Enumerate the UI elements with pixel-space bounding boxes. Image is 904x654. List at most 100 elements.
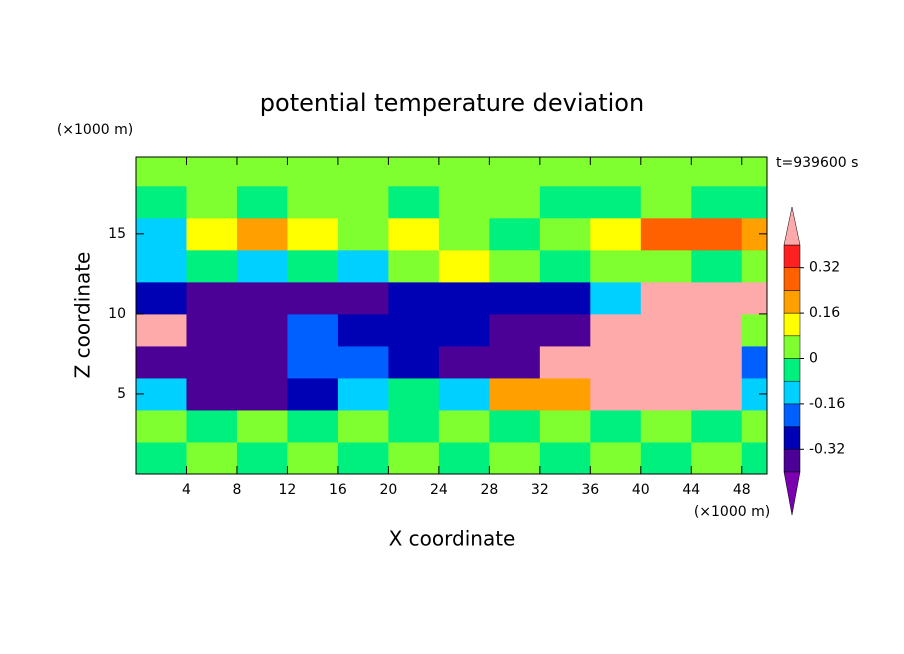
field-cell xyxy=(136,441,187,474)
field-cell xyxy=(186,249,238,283)
field-cell xyxy=(489,409,541,443)
colorbar-segment xyxy=(783,449,801,473)
field-cell xyxy=(489,441,541,474)
x-tick-label: 24 xyxy=(430,482,448,498)
x-tick-label: 12 xyxy=(279,482,297,498)
field-cell xyxy=(741,409,767,443)
colorbar-extend-high xyxy=(783,206,801,246)
field-cell xyxy=(590,441,642,474)
field-cell xyxy=(539,249,591,283)
field-cell xyxy=(640,313,692,347)
x-tick-label: 40 xyxy=(632,482,650,498)
field-cell xyxy=(489,313,541,347)
field-cell xyxy=(388,409,440,443)
field-cell xyxy=(489,377,541,411)
x-tick-label: 8 xyxy=(232,482,241,498)
field-cell xyxy=(438,281,490,315)
field-cell xyxy=(388,281,440,315)
field-cell xyxy=(640,281,692,315)
field-cell xyxy=(640,377,692,411)
field-cell xyxy=(590,249,642,283)
field-cell xyxy=(438,185,490,219)
x-tick-label: 4 xyxy=(182,482,191,498)
colorbar-tick-label: -0.32 xyxy=(809,441,845,457)
field-cell xyxy=(691,377,743,411)
x-axis-label: X coordinate xyxy=(389,527,516,551)
field-cell xyxy=(640,249,692,283)
field-cell xyxy=(236,281,288,315)
field-cell xyxy=(539,345,591,379)
field-cell xyxy=(136,217,187,251)
field-cell xyxy=(388,313,440,347)
colorbar-tick-label: 0 xyxy=(809,351,818,367)
field-cell xyxy=(590,281,642,315)
field-cell xyxy=(236,409,288,443)
field-cell xyxy=(691,249,743,283)
field-cell xyxy=(337,345,389,379)
field-cell xyxy=(691,313,743,347)
field-cell xyxy=(136,157,187,187)
field-cell xyxy=(539,281,591,315)
field-cell xyxy=(337,441,389,474)
field-cell xyxy=(136,377,187,411)
field-cell xyxy=(438,217,490,251)
field-cell xyxy=(287,281,339,315)
field-cell xyxy=(287,345,339,379)
x-tick-label: 36 xyxy=(581,482,599,498)
x-tick-label: 16 xyxy=(329,482,347,498)
y-tick-label: 10 xyxy=(108,306,126,322)
field-cell xyxy=(539,185,591,219)
field-cell xyxy=(489,157,541,187)
colorbar-tick-label: -0.16 xyxy=(809,396,845,412)
field-cell xyxy=(741,345,767,379)
field-cell xyxy=(236,313,288,347)
field-cell xyxy=(590,409,642,443)
y-axis-label: Z coordinate xyxy=(71,252,95,379)
x-unit: (×1000 m) xyxy=(694,504,770,520)
field-cell xyxy=(388,217,440,251)
field-cell xyxy=(590,185,642,219)
field-cell xyxy=(539,313,591,347)
field-cell xyxy=(287,185,339,219)
field-cell xyxy=(136,249,187,283)
field-cell xyxy=(186,217,238,251)
field-cell xyxy=(640,345,692,379)
field-cell xyxy=(539,409,591,443)
field-cell xyxy=(186,345,238,379)
field-cell xyxy=(741,441,767,474)
field-cell xyxy=(337,313,389,347)
field-cell xyxy=(640,217,692,251)
field-cell xyxy=(136,313,187,347)
field-cell xyxy=(236,441,288,474)
field-cell xyxy=(438,157,490,187)
field-cell xyxy=(539,377,591,411)
x-tick-label: 32 xyxy=(531,482,549,498)
field-cell xyxy=(691,217,743,251)
field-cell xyxy=(388,249,440,283)
field-cell xyxy=(438,409,490,443)
field-cell xyxy=(640,409,692,443)
field-cell xyxy=(388,377,440,411)
colorbar-segment xyxy=(783,312,801,337)
field-cell xyxy=(236,157,288,187)
field-cell xyxy=(691,281,743,315)
field-cell xyxy=(236,345,288,379)
field-cell xyxy=(489,345,541,379)
field-cell xyxy=(136,345,187,379)
field-cell xyxy=(186,441,238,474)
field-cell xyxy=(539,157,591,187)
field-cell xyxy=(186,313,238,347)
colorbar-tick-label: 0.16 xyxy=(809,305,840,321)
field-cell xyxy=(337,281,389,315)
colorbar-segment xyxy=(783,290,801,314)
colorbar-segment xyxy=(783,403,801,427)
field-cell xyxy=(590,377,642,411)
field-cell xyxy=(236,217,288,251)
field-cell xyxy=(590,157,642,187)
x-tick-label: 20 xyxy=(379,482,397,498)
field-cell xyxy=(337,249,389,283)
field-cell xyxy=(691,441,743,474)
field-cell xyxy=(186,377,238,411)
field-cell xyxy=(236,377,288,411)
field-cell xyxy=(337,157,389,187)
